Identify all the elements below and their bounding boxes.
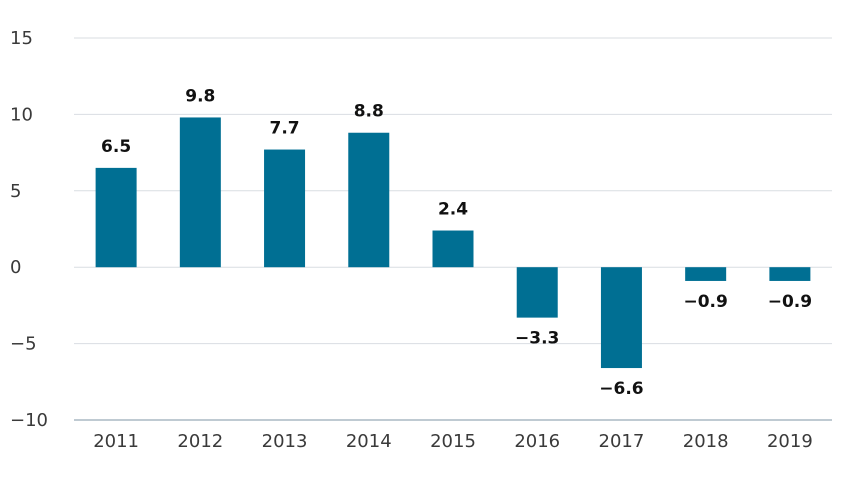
x-tick-label: 2013 (262, 431, 308, 452)
bar-2011 (95, 167, 137, 268)
y-axis-ticks: 15 10 5 0 −5 −10 (10, 28, 48, 431)
x-tick-label: 2014 (346, 431, 392, 452)
x-tick-label: 2017 (599, 431, 645, 452)
y-tick-label: 15 (10, 28, 33, 49)
data-label: −0.9 (768, 292, 812, 312)
data-label: 7.7 (269, 119, 299, 139)
data-label: −0.9 (683, 292, 727, 312)
data-labels: 6.5 9.8 7.7 8.8 2.4 −3.3 −6.6 −0.9 −0.9 (101, 86, 812, 399)
bars (95, 117, 811, 369)
bar-2017 (600, 267, 642, 369)
bar-2018 (685, 267, 727, 281)
y-tick-label: 0 (10, 257, 21, 278)
bar-2013 (264, 149, 306, 268)
x-tick-label: 2016 (514, 431, 560, 452)
y-tick-label: 10 (10, 104, 33, 125)
bar-2014 (348, 132, 390, 268)
bar-2019 (769, 267, 811, 281)
x-tick-label: 2012 (177, 431, 223, 452)
data-label: −6.6 (599, 379, 643, 399)
y-tick-label: −5 (10, 334, 37, 355)
y-tick-label: 5 (10, 181, 21, 202)
x-tick-label: 2015 (430, 431, 476, 452)
bar-2016 (516, 267, 558, 318)
data-label: −3.3 (515, 329, 559, 349)
data-label: 6.5 (101, 137, 131, 157)
x-tick-label: 2018 (683, 431, 729, 452)
y-tick-label: −10 (10, 410, 48, 431)
x-axis-ticks: 2011 2012 2013 2014 2015 2016 2017 2018 2019 (93, 431, 813, 452)
x-tick-label: 2011 (93, 431, 139, 452)
x-tick-label: 2019 (767, 431, 813, 452)
bar-2015 (432, 230, 474, 268)
data-label: 2.4 (438, 200, 468, 220)
bar-2012 (179, 117, 221, 268)
data-label: 9.8 (185, 86, 215, 106)
data-label: 8.8 (354, 102, 384, 122)
